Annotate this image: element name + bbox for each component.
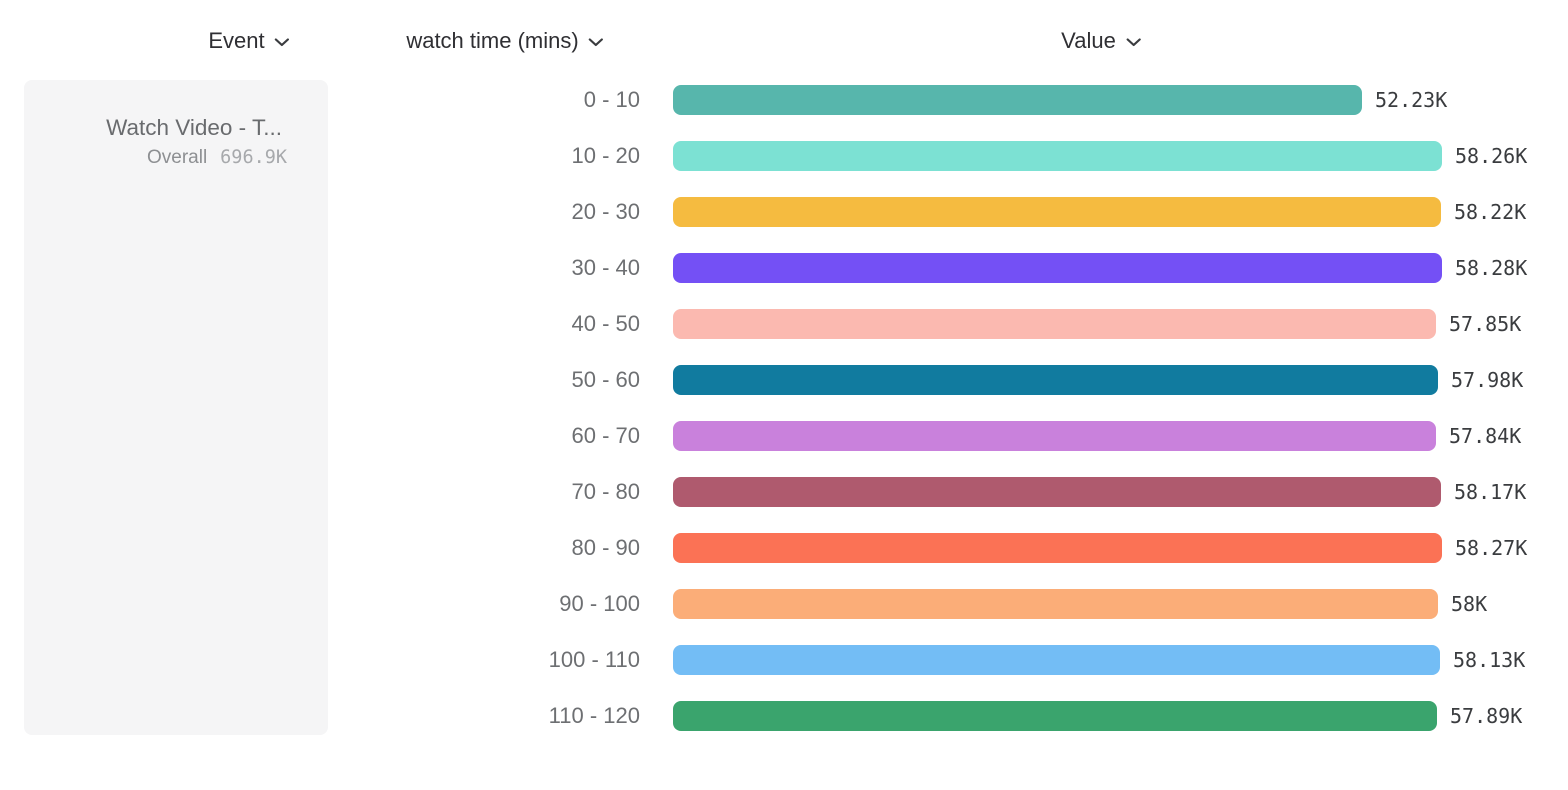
value-label: 58.28K bbox=[1455, 256, 1528, 280]
chart-row: 100 - 110 58.13K bbox=[0, 645, 1568, 675]
value-label: 58.22K bbox=[1454, 200, 1527, 224]
event-card-overall-row: Overall 696.9K bbox=[24, 147, 328, 169]
category-label: 40 - 50 bbox=[571, 311, 641, 336]
chart-row: 60 - 70 57.84K bbox=[0, 421, 1568, 451]
overall-label: Overall bbox=[146, 147, 208, 168]
chart-row: 80 - 90 58.27K bbox=[0, 533, 1568, 563]
chart-row: 10 - 20 58.26K bbox=[0, 141, 1568, 171]
bar[interactable] bbox=[673, 701, 1437, 731]
chart-row: 0 - 10 52.23K bbox=[0, 85, 1568, 115]
value-label: 57.98K bbox=[1451, 368, 1524, 392]
category-label: 90 - 100 bbox=[559, 591, 640, 616]
value-label: 58.26K bbox=[1455, 144, 1528, 168]
value-label: 58.17K bbox=[1454, 480, 1527, 504]
value-label: 58.27K bbox=[1455, 536, 1528, 560]
category-label: 30 - 40 bbox=[571, 255, 641, 280]
bar[interactable] bbox=[673, 477, 1441, 507]
overall-value: 696.9K bbox=[220, 147, 287, 168]
category-label: 0 - 10 bbox=[583, 87, 640, 112]
chevron-down-icon bbox=[275, 38, 290, 47]
value-label: 52.23K bbox=[1375, 88, 1448, 112]
value-column-header[interactable]: Value bbox=[1061, 28, 1141, 54]
bar[interactable] bbox=[673, 533, 1442, 563]
value-column-label: Value bbox=[1061, 28, 1116, 53]
chevron-down-icon bbox=[1126, 38, 1141, 47]
category-label: 110 - 120 bbox=[548, 703, 640, 728]
bar[interactable] bbox=[673, 421, 1436, 451]
bar[interactable] bbox=[673, 589, 1438, 619]
bar[interactable] bbox=[673, 85, 1362, 115]
event-column-header[interactable]: Event bbox=[208, 28, 290, 54]
breakdown-column-header[interactable]: watch time (mins) bbox=[406, 28, 604, 54]
value-label: 58.13K bbox=[1453, 648, 1526, 672]
breakdown-column-label: watch time (mins) bbox=[406, 28, 579, 53]
chart-row: 20 - 30 58.22K bbox=[0, 197, 1568, 227]
chart-row: 110 - 120 57.89K bbox=[0, 701, 1568, 731]
value-label: 57.89K bbox=[1450, 704, 1523, 728]
event-card[interactable]: Watch Video - T... Overall 696.9K bbox=[24, 80, 328, 735]
bar[interactable] bbox=[673, 253, 1442, 283]
chart-row: 70 - 80 58.17K bbox=[0, 477, 1568, 507]
category-label: 20 - 30 bbox=[571, 199, 641, 224]
chevron-down-icon bbox=[589, 38, 604, 47]
chart-row: 40 - 50 57.85K bbox=[0, 309, 1568, 339]
bar[interactable] bbox=[673, 309, 1436, 339]
category-label: 10 - 20 bbox=[571, 143, 641, 168]
chart-row: 30 - 40 58.28K bbox=[0, 253, 1568, 283]
chart-row: 90 - 100 58K bbox=[0, 589, 1568, 619]
chart-row: 50 - 60 57.98K bbox=[0, 365, 1568, 395]
category-label: 50 - 60 bbox=[571, 367, 641, 392]
value-label: 57.84K bbox=[1449, 424, 1522, 448]
value-label: 58K bbox=[1451, 592, 1488, 616]
category-label: 70 - 80 bbox=[571, 479, 641, 504]
bar[interactable] bbox=[673, 141, 1442, 171]
event-card-title: Watch Video - T... bbox=[106, 115, 282, 140]
bar[interactable] bbox=[673, 365, 1438, 395]
bar[interactable] bbox=[673, 645, 1440, 675]
category-label: 60 - 70 bbox=[571, 423, 641, 448]
bar[interactable] bbox=[673, 197, 1441, 227]
category-label: 80 - 90 bbox=[571, 535, 641, 560]
value-label: 57.85K bbox=[1449, 312, 1522, 336]
category-label: 100 - 110 bbox=[548, 647, 640, 672]
event-column-label: Event bbox=[208, 28, 265, 53]
